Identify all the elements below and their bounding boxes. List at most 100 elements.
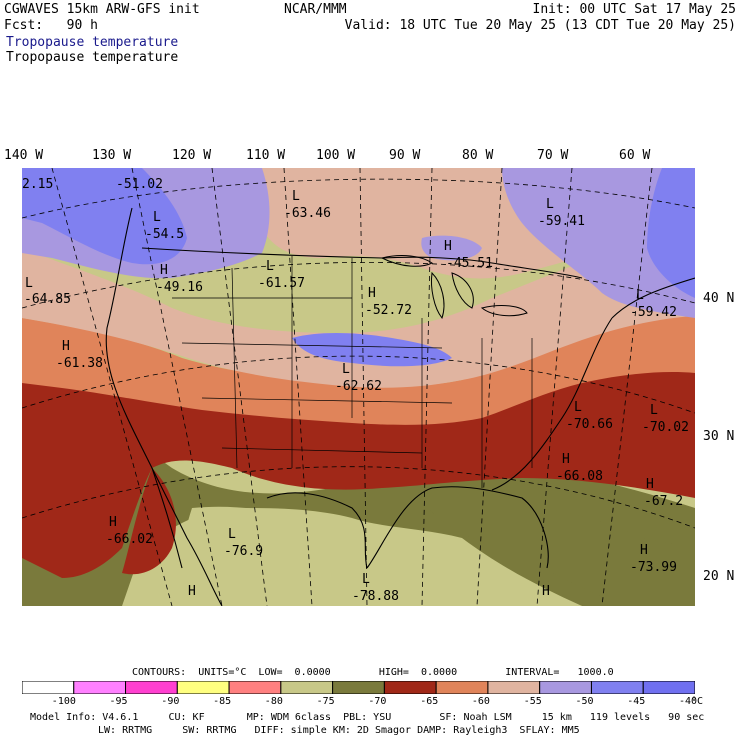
forecast-label: Fcst:	[4, 18, 44, 33]
colorbar-swatch	[280, 681, 334, 694]
extremum-label: H	[562, 452, 570, 467]
state-borders	[172, 256, 533, 488]
colorbar-tick-label: -80	[264, 696, 283, 707]
colorbar-tick-label: -70	[368, 696, 387, 707]
model-physics: LW: RRTMG SW: RRTMG DIFF: simple KM: 2D …	[98, 725, 580, 736]
colorbar-tick-label: -60	[471, 696, 490, 707]
lon-label: 140 W	[4, 148, 44, 163]
model-title: CGWAVES 15km ARW-GFS init	[4, 2, 200, 17]
extremum-label: L	[650, 403, 658, 418]
lon-label: 120 W	[172, 148, 212, 163]
colorbar-swatch	[383, 681, 437, 694]
colorbar-swatch	[642, 681, 695, 694]
extremum-label: -51.02	[116, 177, 163, 192]
extremum-label: -78.88	[352, 589, 399, 604]
extremum-label: -49.16	[156, 280, 203, 295]
extremum-label: H	[444, 239, 452, 254]
lon-label: 60 W	[619, 148, 651, 163]
colorbar-swatch	[590, 681, 644, 694]
lon-label: 80 W	[462, 148, 494, 163]
extremum-label: -63.46	[284, 206, 331, 221]
colorbar-swatch	[228, 681, 282, 694]
lat-label: 40 N	[703, 291, 735, 306]
extremum-label: -70.66	[566, 417, 613, 432]
great-lakes	[380, 255, 528, 320]
extremum-label: H	[188, 584, 196, 599]
colorbar-swatch	[435, 681, 489, 694]
extremum-label: -73.99	[630, 560, 677, 575]
band-salmon	[22, 218, 695, 388]
colorbar-swatch	[176, 681, 230, 694]
extremum-label: L	[342, 362, 350, 377]
lat-label: 30 N	[703, 429, 735, 444]
graticule	[22, 168, 695, 606]
extremum-label: H	[109, 515, 117, 530]
field-title-2: Tropopause temperature	[6, 50, 179, 65]
extremum-label: H	[160, 263, 168, 278]
colorbar-tick-label: -95	[109, 696, 128, 707]
init-time: Init: 00 UTC Sat 17 May 25	[532, 2, 737, 17]
band-dark-red-west	[122, 468, 176, 575]
extremum-label: -66.08	[556, 469, 603, 484]
extremum-label: -64.85	[24, 292, 71, 307]
colorbar-tick-label: -55	[523, 696, 542, 707]
extremum-label: H	[62, 339, 70, 354]
colorbar-tick-label: -50	[575, 696, 594, 707]
colorbar-tick-label: -100	[51, 696, 76, 707]
lat-label: 20 N	[703, 569, 735, 584]
extremum-label: 2.15	[22, 177, 54, 192]
extremum-label: H	[646, 477, 654, 492]
colorbar-tick-label: -65	[420, 696, 439, 707]
extremum-label: L	[292, 189, 300, 204]
extremum-label: L	[362, 572, 370, 587]
extremum-label: -59.41	[538, 214, 585, 229]
colorbar	[22, 681, 695, 694]
forecast-hour: Fcst: 90 h	[4, 19, 98, 33]
band-lavender-lakes	[421, 235, 482, 261]
colorbar-unit: °C	[691, 696, 704, 707]
colorbar-swatch	[539, 681, 592, 694]
extremum-label: -61.38	[56, 356, 103, 371]
colorbar-swatch	[73, 681, 127, 694]
colorbar-tick-label: -85	[213, 696, 232, 707]
field-title-1: Tropopause temperature	[6, 35, 179, 50]
colorbar-swatch	[487, 681, 541, 694]
extremum-label: L	[228, 527, 236, 542]
colorbar-tick-label: -90	[161, 696, 180, 707]
colorbar-swatch	[332, 681, 385, 694]
extremum-label: H	[368, 286, 376, 301]
band-dark-red	[22, 367, 695, 578]
extremum-label: H	[542, 584, 550, 599]
forecast-value: 90 h	[66, 18, 98, 33]
band-olive-lower	[422, 498, 695, 606]
extremum-label: -59.42	[630, 305, 677, 320]
extremum-label: -67.2	[644, 494, 684, 509]
extremum-label: H	[640, 543, 648, 558]
band-lavender-ne	[502, 168, 695, 318]
lon-label: 110 W	[246, 148, 286, 163]
extremum-label: -62.62	[335, 379, 382, 394]
extremum-label: L	[546, 197, 554, 212]
colorbar-ticks: -100 -95 -90 -85 -80 -75 -70 -65 -60 -55 -50 -45 -40…	[22, 696, 740, 708]
colorbar-tick-label: -40	[679, 696, 698, 707]
coastlines	[105, 207, 695, 606]
extremum-label: L	[153, 210, 161, 225]
colorbar-tick-label: -75	[316, 696, 335, 707]
colorbar-tick-label: -45	[627, 696, 646, 707]
band-light-olive-south	[172, 506, 582, 606]
extremum-label: -52.72	[365, 303, 412, 318]
extremum-label: -61.57	[258, 276, 305, 291]
tropopause-temperature-map	[22, 168, 695, 606]
extremum-label: -66.02	[106, 532, 153, 547]
lon-label: 90 W	[389, 148, 421, 163]
valid-time: Valid: 18 UTC Tue 20 May 25 (13 CDT Tue …	[344, 18, 736, 33]
band-blue-central	[292, 333, 452, 367]
extremum-label: L	[636, 288, 644, 303]
extremum-label: -45.51	[446, 256, 493, 271]
band-blue-ne	[647, 168, 695, 298]
band-blue-nw	[22, 168, 187, 265]
lon-label: 70 W	[537, 148, 569, 163]
extremum-label: -76.9	[224, 544, 264, 559]
colorbar-swatch	[22, 681, 75, 694]
band-orange	[22, 308, 695, 425]
